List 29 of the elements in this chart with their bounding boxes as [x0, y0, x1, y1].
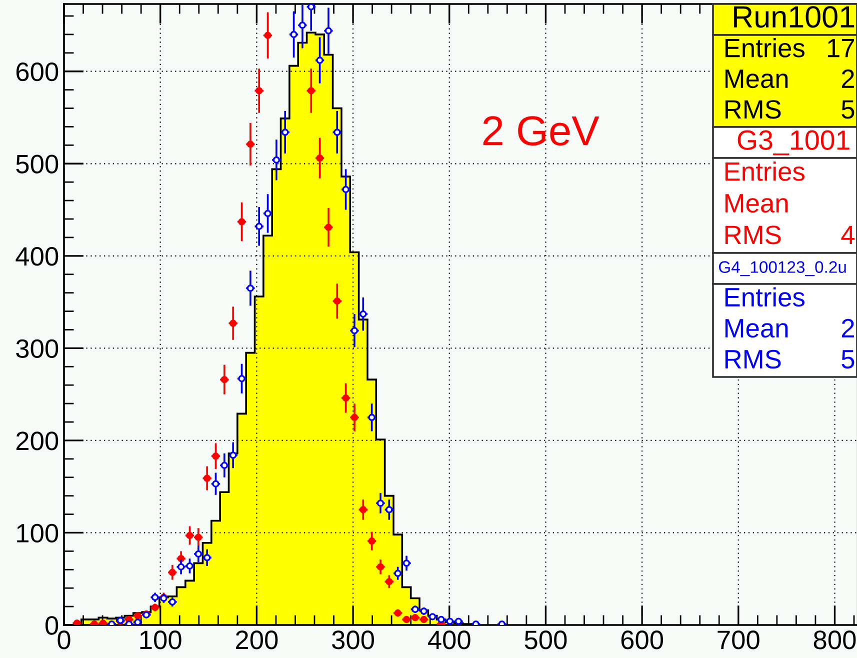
x-tick-label: 600	[621, 630, 664, 650]
x-tick-label: 0	[58, 630, 70, 650]
x-tick-label: 100	[140, 630, 182, 650]
text: Mean 2	[725, 69, 854, 88]
annotation: 2 GeV	[483, 116, 600, 146]
text: RMS 5	[725, 100, 854, 119]
text: RMS 4	[725, 226, 855, 244]
annotation: Mean	[725, 194, 788, 213]
annotation: Run1001	[734, 6, 854, 28]
y-tick-label: 100	[17, 524, 58, 543]
x-tick-label: 300	[332, 630, 374, 650]
text: Mean 2	[725, 318, 854, 338]
y-tick-label: 600	[16, 62, 58, 82]
x-tick-label: 800	[814, 630, 856, 650]
y-tick-label: 200	[16, 432, 58, 450]
annotation: Entries	[725, 162, 804, 181]
x-tick-label: 500	[524, 630, 567, 650]
y-tick-label: 400	[16, 247, 58, 266]
annotation: G3_1001	[738, 130, 850, 156]
y-tick-label: 0	[45, 616, 58, 635]
x-tick-label: 200	[236, 630, 278, 650]
annotation: Entries	[725, 287, 804, 307]
y-tick-label: 500	[16, 154, 58, 174]
annotation: Entries 17	[725, 38, 854, 58]
x-tick-label: 400	[428, 630, 470, 650]
x-tick-label: 700	[718, 630, 760, 650]
text: RMS 5	[725, 350, 854, 369]
y-tick-label: 300	[16, 339, 58, 358]
annotation: G4_100123_0.2u	[718, 261, 846, 276]
